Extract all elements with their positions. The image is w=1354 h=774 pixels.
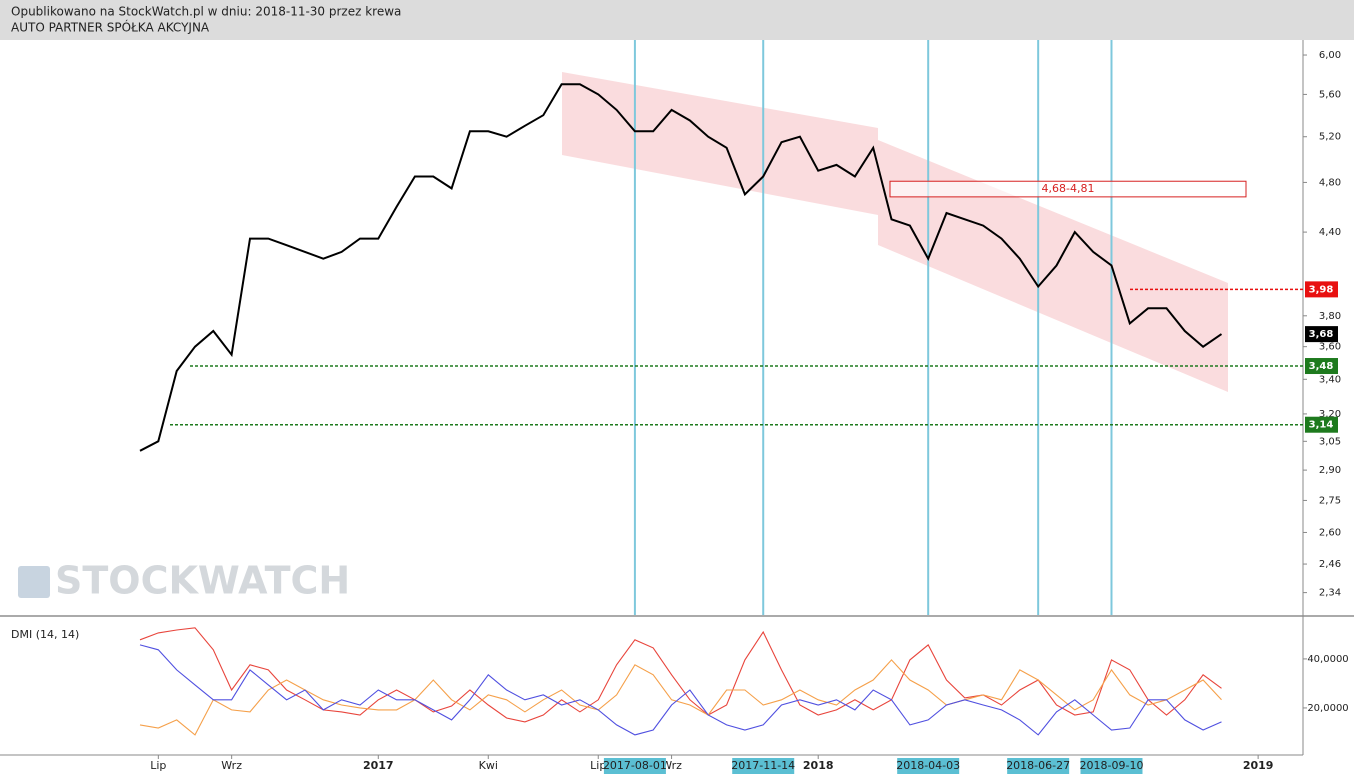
zone-label: 4,68-4,81 (1042, 182, 1095, 195)
dmi-line (139, 659, 1222, 736)
dmi-line (139, 627, 1222, 723)
y-tick-label: 5,20 (1319, 132, 1341, 143)
header-bar (0, 0, 1354, 40)
x-tick-label: 2017 (363, 759, 394, 772)
y-tick-label: 3,05 (1319, 436, 1341, 447)
y-tick-label: 5,60 (1319, 89, 1341, 100)
level-badge (1305, 281, 1338, 298)
y-tick-label: 3,80 (1319, 311, 1341, 322)
x-tick-label: Wrz (221, 759, 242, 772)
last-price-badge (1305, 326, 1338, 343)
watermark-icon (18, 566, 50, 598)
marker-badge (1080, 758, 1143, 774)
level-label: 3,14 (1309, 420, 1334, 431)
published-text: Opublikowano na StockWatch.pl w dniu: 20… (11, 5, 401, 19)
marker-badge (732, 758, 795, 774)
x-tick-label: Lip (150, 759, 166, 772)
level-label: 3,98 (1309, 284, 1334, 295)
marker-label: 2018-04-03 (896, 759, 960, 772)
marker-label: 2018-06-27 (1006, 759, 1070, 772)
trend-channel (878, 140, 1228, 392)
y-tick-label: 20,0000 (1307, 703, 1348, 714)
x-tick-label: Wrz (661, 759, 682, 772)
y-tick-label: 2,46 (1319, 559, 1341, 570)
y-tick-label: 3,40 (1319, 374, 1341, 385)
price-line (139, 83, 1223, 452)
marker-badge (1007, 758, 1070, 774)
x-tick-label: 2019 (1243, 759, 1274, 772)
level-badge (1305, 416, 1338, 433)
marker-label: 2018-09-10 (1080, 759, 1144, 772)
y-tick-label: 4,80 (1319, 177, 1341, 188)
x-tick-label: Kwi (479, 759, 498, 772)
y-tick-label: 2,90 (1319, 465, 1341, 476)
y-tick-label: 2,34 (1319, 588, 1341, 599)
y-tick-label: 2,75 (1319, 495, 1341, 506)
marker-badge (897, 758, 960, 774)
y-tick-label: 3,60 (1319, 342, 1341, 353)
level-badge (1305, 358, 1338, 375)
marker-badge (603, 758, 666, 774)
marker-label: 2017-08-01 (603, 759, 667, 772)
dmi-title: DMI (14, 14) (11, 628, 79, 641)
y-tick-label: 2,60 (1319, 527, 1341, 538)
marker-label: 2017-11-14 (731, 759, 795, 772)
zone-box (889, 180, 1247, 198)
x-tick-label: 2018 (803, 759, 834, 772)
instrument-name: AUTO PARTNER SPÓŁKA AKCYJNA (11, 20, 210, 35)
last-price-label: 3,68 (1309, 329, 1334, 340)
y-tick-label: 3,20 (1319, 409, 1341, 420)
level-label: 3,48 (1309, 361, 1334, 372)
watermark: STOCKWATCH (55, 559, 350, 603)
y-tick-label: 40,0000 (1307, 654, 1348, 665)
dmi-line (139, 644, 1222, 736)
y-tick-label: 4,40 (1319, 227, 1341, 238)
x-tick-label: Lip (590, 759, 606, 772)
y-tick-label: 6,00 (1319, 50, 1341, 61)
